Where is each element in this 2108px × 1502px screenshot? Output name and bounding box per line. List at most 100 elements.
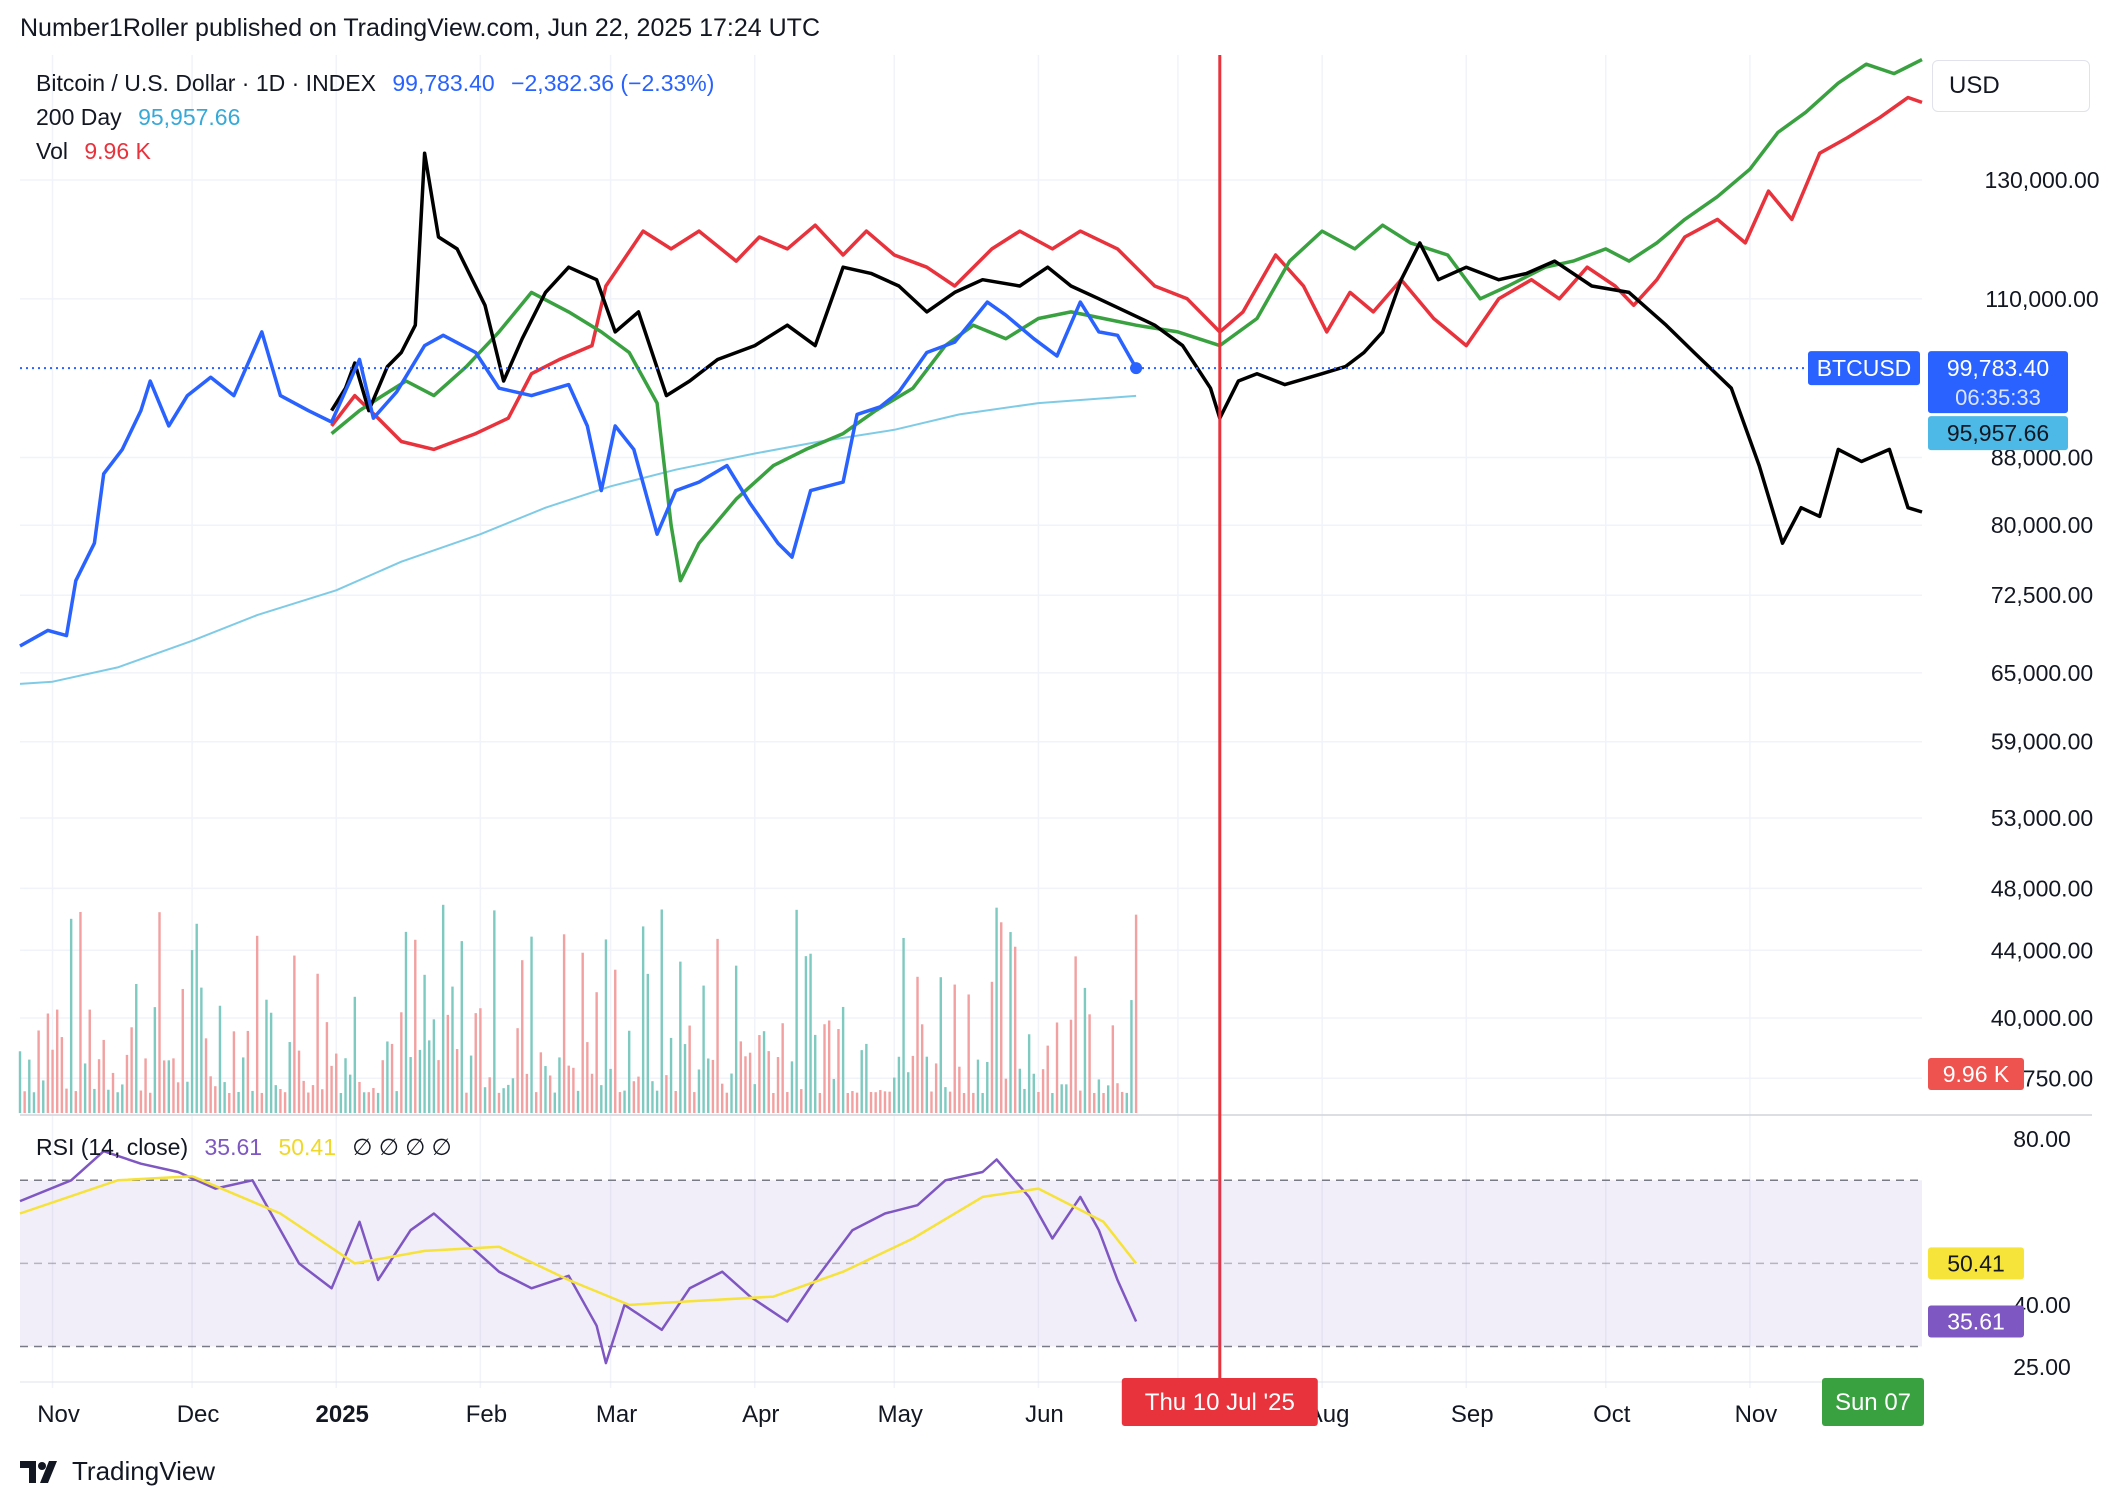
volume-bar (688, 1025, 691, 1113)
volume-bar (135, 984, 138, 1113)
red-overlay-line (330, 95, 1923, 452)
vol-legend[interactable]: Vol 9.96 K (36, 138, 161, 165)
volume-bar (1004, 1078, 1008, 1113)
volume-bar (228, 1092, 231, 1113)
volume-bar (51, 1049, 54, 1113)
volume-bar (502, 1088, 505, 1113)
price-badge-countdown: 06:35:33 (1955, 385, 2041, 410)
currency-selector[interactable]: USD (1932, 60, 2090, 112)
ma-badge-bg (1928, 416, 2068, 451)
volume-bar (451, 986, 454, 1113)
volume-bar (674, 1090, 677, 1113)
volume-bar (562, 934, 566, 1113)
volume-bar (279, 1089, 282, 1113)
volume-bar (1088, 1014, 1091, 1113)
volume-bar (172, 1058, 175, 1113)
rsi-value: 35.61 (204, 1134, 263, 1160)
volume-bar (1069, 1019, 1073, 1113)
btcusd-price-line (19, 300, 1138, 648)
volume-bar (544, 1066, 547, 1113)
volume-bar (102, 1039, 105, 1113)
volume-bar (1055, 1022, 1059, 1113)
volume-bar (493, 910, 496, 1113)
volume-bar (707, 1058, 710, 1113)
ma-200-line (19, 394, 1137, 685)
price-tick-label: 40,000.00 (1991, 1005, 2093, 1031)
volume-bar (581, 952, 584, 1113)
volume-bar (465, 1092, 468, 1113)
volume-bar (576, 1090, 580, 1113)
ma-legend[interactable]: 200 Day 95,957.66 (36, 104, 250, 131)
vol-badge: 9.96 K (1928, 1058, 2024, 1090)
volume-bar (869, 1092, 873, 1113)
volume-bar (655, 1090, 659, 1113)
symbol-badge-text: BTCUSD (1817, 355, 1912, 381)
volume-bar (288, 1042, 291, 1113)
volume-bar (753, 1084, 756, 1113)
volume-bar (790, 1061, 794, 1113)
volume-bar (418, 1049, 422, 1113)
rsi-legend[interactable]: RSI (14, close) 35.61 50.41 ∅ ∅ ∅ ∅ (36, 1134, 452, 1161)
volume-bar (874, 1092, 877, 1113)
volume-bar (1041, 1069, 1045, 1113)
volume-bar (37, 1030, 40, 1113)
time-tick-label: Oct (1593, 1401, 1631, 1428)
volume-bar (167, 1060, 171, 1113)
volume-bar (1083, 987, 1087, 1113)
volume-bar (386, 1041, 389, 1113)
volume-bar (60, 1037, 64, 1113)
symbol-title: Bitcoin / U.S. Dollar · 1D · INDEX (36, 70, 376, 96)
volume-bar (65, 1088, 68, 1113)
volume-bar (716, 938, 719, 1113)
volume-bar (321, 1089, 324, 1113)
symbol-legend[interactable]: Bitcoin / U.S. Dollar · 1D · INDEX 99,78… (36, 70, 724, 97)
volume-bar (609, 1068, 612, 1113)
volume-bar (330, 1065, 333, 1113)
volume-bar (88, 1009, 91, 1113)
symbol-badge-bg (1808, 351, 1920, 386)
volume-bar (846, 1092, 849, 1113)
volume-bar (832, 1078, 836, 1113)
volume-bar (730, 1073, 733, 1113)
volume-bar (181, 988, 184, 1113)
volume-bar (553, 1092, 556, 1113)
volume-bar (632, 1081, 636, 1113)
rsi-badge-text: 35.61 (1947, 1309, 2005, 1335)
volume-bar (441, 904, 445, 1113)
rsi-ma-badge: 50.41 (1928, 1247, 2024, 1280)
volume-bar (223, 1082, 226, 1113)
volume-bar (595, 992, 598, 1113)
volume-bar (920, 1024, 924, 1113)
volume-bar (851, 1091, 854, 1113)
volume-bar (176, 1082, 180, 1113)
volume-bar (400, 1012, 403, 1113)
volume-bar (269, 1012, 273, 1113)
volume-bar (381, 1060, 384, 1113)
footer-brand[interactable]: TradingView (20, 1456, 215, 1487)
volume-bar (56, 1009, 59, 1113)
volume-bar (353, 996, 357, 1113)
volume-bar (265, 999, 268, 1113)
volume-bar (953, 984, 956, 1113)
volume-bar (479, 1008, 482, 1113)
volume-bar (939, 977, 942, 1113)
volume-bar (600, 1085, 603, 1113)
volume-bar (297, 1050, 301, 1113)
volume-bar (669, 1037, 673, 1113)
time-tick-label: Mar (596, 1401, 637, 1428)
volume-bar (414, 939, 417, 1113)
volume-bar (28, 1059, 31, 1113)
crosshair-date-badge: Thu 10 Jul '25 (1121, 1378, 1318, 1426)
volume-bar (627, 1030, 631, 1113)
price-badge-value: 99,783.40 (1947, 355, 2049, 381)
volume-bar (772, 1093, 775, 1113)
volume-bar (781, 1023, 784, 1113)
volume-bar (139, 1090, 143, 1113)
volume-bar (246, 1030, 250, 1113)
volume-bar (423, 974, 426, 1113)
volume-bar (153, 1007, 157, 1113)
end-date-badge-text: Sun 07 (1835, 1389, 1911, 1416)
volume-bar (697, 1069, 701, 1113)
volume-bar (432, 1019, 436, 1113)
